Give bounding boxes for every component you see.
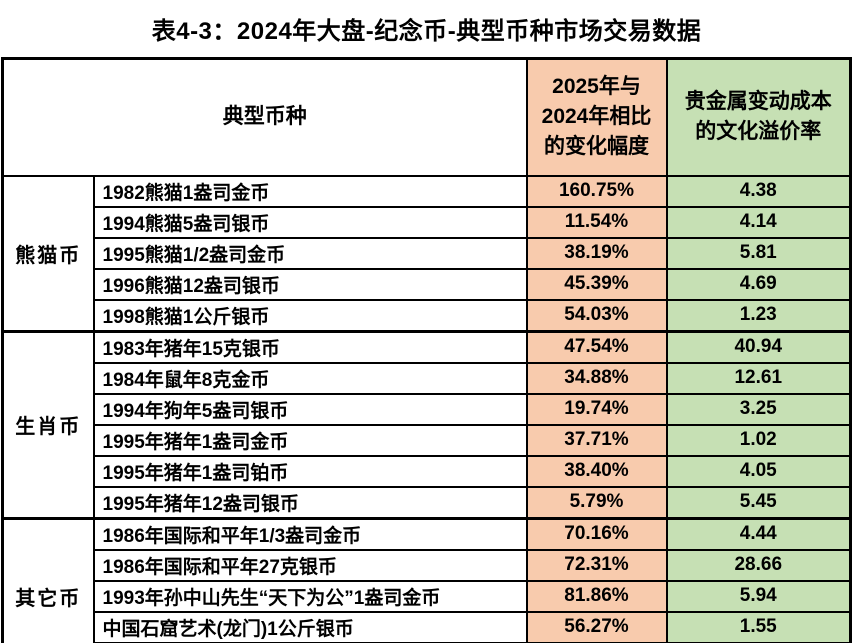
table-row: 1995年猪年12盎司银币 5.79% 5.45 <box>3 485 852 519</box>
premium-cell: 40.94 <box>665 329 852 364</box>
group-label-zodiac: 生肖币 <box>1 329 95 519</box>
coin-name-cell: 1982熊猫1盎司金币 <box>92 174 528 208</box>
group-label-other: 其它币 <box>1 516 95 643</box>
table-row: 1995熊猫1/2盎司金币 38.19% 5.81 <box>3 236 852 270</box>
table-row: 其它币 1986年国际和平年1/3盎司金币 70.16% 4.44 <box>1 516 852 643</box>
premium-cell: 5.94 <box>665 579 852 613</box>
change-cell: 160.75% <box>525 174 668 208</box>
coin-name-cell: 1995年猪年12盎司银币 <box>92 485 528 519</box>
coin-name-cell: 1996熊猫12盎司银币 <box>92 267 528 301</box>
table-row: 1995年猪年1盎司铂币 38.40% 4.05 <box>3 454 852 488</box>
table-row: 1998熊猫1公斤银币 54.03% 1.23 <box>3 298 852 332</box>
table-row: 生肖币 1983年猪年15克银币 47.54% 40.94 <box>1 329 852 519</box>
header-cell-coin-type: 典型币种 <box>1 57 528 177</box>
coin-name-cell: 1986年国际和平年27克银币 <box>92 548 528 582</box>
change-cell: 47.54% <box>525 329 668 364</box>
change-cell: 56.27% <box>525 610 668 643</box>
change-cell: 38.19% <box>525 236 668 270</box>
coin-name-cell: 1995年猪年1盎司金币 <box>92 423 528 457</box>
change-cell: 38.40% <box>525 454 668 488</box>
premium-cell: 4.69 <box>665 267 852 301</box>
coin-name-cell: 1986年国际和平年1/3盎司金币 <box>92 516 528 551</box>
premium-cell: 28.66 <box>665 548 852 582</box>
table-row: 中国石窟艺术(龙门)1公斤银币 56.27% 1.55 <box>3 610 852 643</box>
premium-cell: 1.02 <box>665 423 852 457</box>
header-row: 典型币种 2025年与 2024年相比 的变化幅度 贵金属变动成本 的文化溢价率 <box>1 57 852 177</box>
coin-name-cell: 1998熊猫1公斤银币 <box>92 298 528 332</box>
premium-cell: 1.55 <box>665 610 852 643</box>
premium-cell: 3.25 <box>665 392 852 426</box>
coin-name-cell: 1995熊猫1/2盎司金币 <box>92 236 528 270</box>
change-cell: 72.31% <box>525 548 668 582</box>
table-row: 1994熊猫5盎司银币 11.54% 4.14 <box>3 205 852 239</box>
premium-cell: 5.45 <box>665 485 852 519</box>
change-cell: 54.03% <box>525 298 668 332</box>
change-cell: 37.71% <box>525 423 668 457</box>
page-title: 表4-3：2024年大盘-纪念币-典型币种市场交易数据 <box>151 18 702 45</box>
change-cell: 19.74% <box>525 392 668 426</box>
table-row: 1996熊猫12盎司银币 45.39% 4.69 <box>3 267 852 301</box>
premium-cell: 1.23 <box>665 298 852 332</box>
premium-cell: 4.38 <box>665 174 852 208</box>
coin-name-cell: 1983年猪年15克银币 <box>92 329 528 364</box>
coin-name-cell: 1994熊猫5盎司银币 <box>92 205 528 239</box>
premium-cell: 4.14 <box>665 205 852 239</box>
header-cell-change: 2025年与 2024年相比 的变化幅度 <box>525 57 668 177</box>
table-row: 1986年国际和平年27克银币 72.31% 28.66 <box>3 548 852 582</box>
premium-cell: 12.61 <box>665 361 852 395</box>
header-cell-premium: 贵金属变动成本 的文化溢价率 <box>665 57 852 177</box>
change-cell: 70.16% <box>525 516 668 551</box>
coin-name-cell: 1994年狗年5盎司银币 <box>92 392 528 426</box>
coin-name-cell: 1984年鼠年8克金币 <box>92 361 528 395</box>
coin-name-cell: 中国石窟艺术(龙门)1公斤银币 <box>92 610 528 643</box>
table-row: 1984年鼠年8克金币 34.88% 12.61 <box>3 361 852 395</box>
coins-table: 典型币种 2025年与 2024年相比 的变化幅度 贵金属变动成本 的文化溢价率… <box>1 57 852 643</box>
premium-cell: 4.05 <box>665 454 852 488</box>
table-row: 1993年孙中山先生“天下为公”1盎司金币 81.86% 5.94 <box>3 579 852 613</box>
change-cell: 81.86% <box>525 579 668 613</box>
group-label-panda: 熊猫币 <box>1 174 95 332</box>
change-cell: 45.39% <box>525 267 668 301</box>
change-cell: 34.88% <box>525 361 668 395</box>
coin-name-cell: 1995年猪年1盎司铂币 <box>92 454 528 488</box>
premium-cell: 5.81 <box>665 236 852 270</box>
table-row: 1994年狗年5盎司银币 19.74% 3.25 <box>3 392 852 426</box>
table-row: 1995年猪年1盎司金币 37.71% 1.02 <box>3 423 852 457</box>
change-cell: 5.79% <box>525 485 668 519</box>
change-cell: 11.54% <box>525 205 668 239</box>
premium-cell: 4.44 <box>665 516 852 551</box>
coin-name-cell: 1993年孙中山先生“天下为公”1盎司金币 <box>92 579 528 613</box>
table-row: 熊猫币 1982熊猫1盎司金币 160.75% 4.38 <box>1 174 852 332</box>
